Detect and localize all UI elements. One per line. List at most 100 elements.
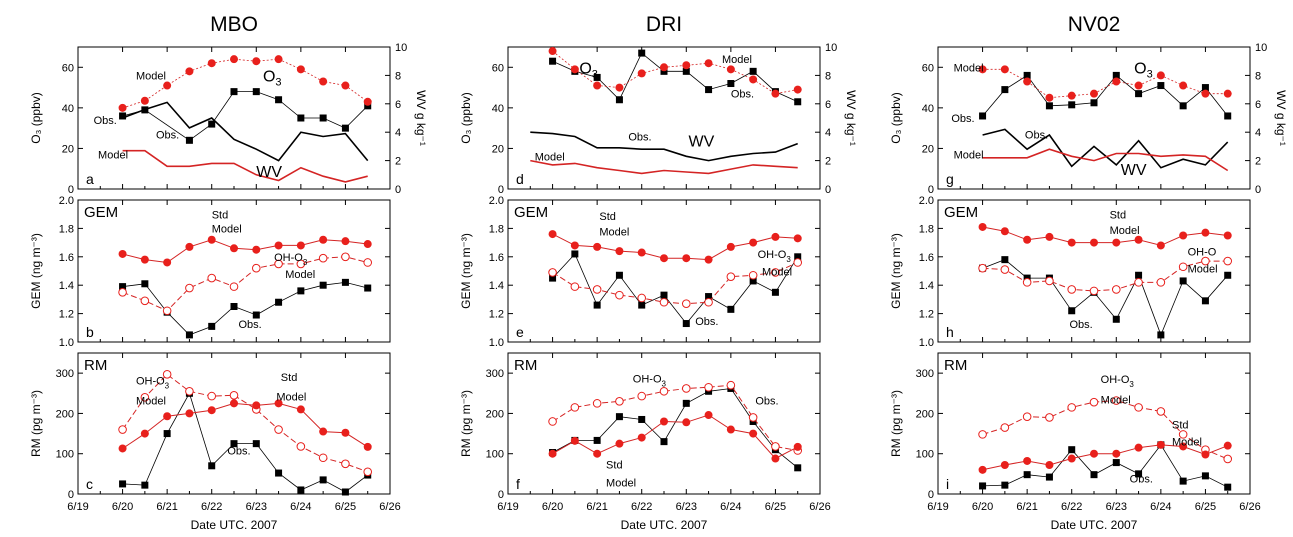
y-axis-label: GEM (ng m⁻³) (889, 233, 903, 309)
data-point (1111, 396, 1121, 405)
data-point (548, 449, 557, 458)
series-open (978, 256, 1233, 296)
data-point (704, 297, 713, 307)
annotation-text: OH-O (758, 249, 787, 261)
panel-tag: RM (514, 357, 537, 374)
data-point (1045, 276, 1054, 286)
y-tick-label-right: 8 (395, 70, 401, 82)
y-axis-label-right: WV g kg⁻¹ (414, 90, 428, 146)
x-tick-label: 6/23 (676, 501, 697, 513)
data-point (119, 112, 127, 120)
data-point (592, 285, 602, 294)
annotation: OH-O3 (633, 373, 667, 388)
y-tick-label-right: 8 (1255, 70, 1261, 82)
data-point (1023, 71, 1031, 79)
data-point (319, 427, 328, 436)
data-point (341, 81, 350, 90)
y-tick-label: 1.0 (59, 337, 74, 349)
series-line (552, 262, 798, 305)
data-point (1022, 412, 1032, 421)
data-point (726, 380, 736, 390)
x-tick-label: 6/21 (1016, 501, 1037, 513)
y-tick-label: 60 (62, 62, 74, 74)
data-point (1112, 449, 1121, 458)
annotation: O3 (1134, 60, 1153, 80)
data-point (230, 244, 238, 253)
y-tick-label: 300 (486, 368, 504, 380)
series-line (122, 149, 368, 183)
x-tick-label: 6/24 (1150, 501, 1171, 513)
data-point (230, 88, 238, 96)
data-point (275, 298, 283, 306)
data-point (771, 268, 780, 277)
data-point (637, 433, 646, 442)
data-point (208, 322, 216, 330)
panel-i: 0 100 200 300 RM (pg m⁻³) 6/19 6/20 6/21 6/22 6/2… (889, 352, 1261, 532)
annotation: Model (1110, 225, 1140, 237)
y-tick-label: 1.4 (919, 280, 934, 292)
x-axis-label: Date UTC. 2007 (621, 518, 708, 532)
annotation: Std (606, 460, 623, 472)
data-point (771, 288, 779, 296)
annotation: WV (689, 133, 715, 150)
column-title: NV02 (1068, 13, 1121, 36)
data-point (185, 136, 193, 144)
annotation: Std (1110, 209, 1127, 221)
data-point (1090, 449, 1098, 458)
y-tick-label-right: 8 (825, 70, 831, 82)
x-tick-label: 6/25 (335, 501, 356, 513)
data-point (140, 429, 149, 438)
data-point (979, 112, 987, 120)
data-point (1134, 443, 1143, 452)
series-line (552, 388, 798, 469)
data-point (615, 83, 624, 92)
annotation-subscript: 3 (1147, 68, 1153, 80)
data-point (1089, 397, 1099, 407)
y-tick-label-right: 6 (1255, 99, 1261, 111)
series-wv_model (982, 148, 1229, 172)
panel-tag: GEM (944, 204, 978, 221)
data-point (1045, 232, 1054, 241)
series-std (978, 440, 1232, 474)
series-wv_model (530, 159, 798, 175)
series-std (118, 235, 372, 267)
x-tick-label: 6/19 (927, 501, 948, 513)
panel-letter: a (86, 171, 94, 187)
data-point (1223, 256, 1233, 266)
y-tick-label: 100 (916, 449, 934, 461)
annotation: Model (212, 224, 242, 236)
data-point (275, 469, 283, 477)
data-point (318, 453, 328, 463)
data-point (341, 459, 350, 469)
data-point (749, 75, 758, 84)
plot-frame (77, 352, 391, 495)
series-line (982, 226, 1228, 246)
data-point (704, 411, 713, 420)
data-point (229, 391, 239, 400)
x-tick-label: 6/23 (246, 501, 267, 513)
data-point (163, 258, 172, 267)
panel-letter: g (946, 171, 954, 187)
annotation: OH-O3 (1101, 374, 1135, 389)
data-point (748, 270, 758, 280)
data-point (660, 291, 668, 299)
y-tick-label: 40 (62, 103, 74, 115)
data-point (363, 97, 372, 106)
annotation: Std (599, 211, 616, 223)
annotation: Std (281, 372, 298, 384)
y-tick-label: 1.4 (59, 280, 74, 292)
data-point (1112, 238, 1121, 247)
annotation: Model (722, 54, 752, 66)
annotation-text: OH-O (274, 252, 303, 264)
data-point (252, 311, 260, 319)
data-point (1134, 403, 1143, 412)
y-tick-label: 20 (62, 143, 74, 155)
annotation: Model (98, 150, 128, 162)
data-point (549, 274, 557, 282)
data-point (118, 444, 127, 453)
data-point (615, 397, 624, 406)
y-tick-label-right: 0 (395, 184, 401, 196)
series-line (552, 414, 798, 460)
